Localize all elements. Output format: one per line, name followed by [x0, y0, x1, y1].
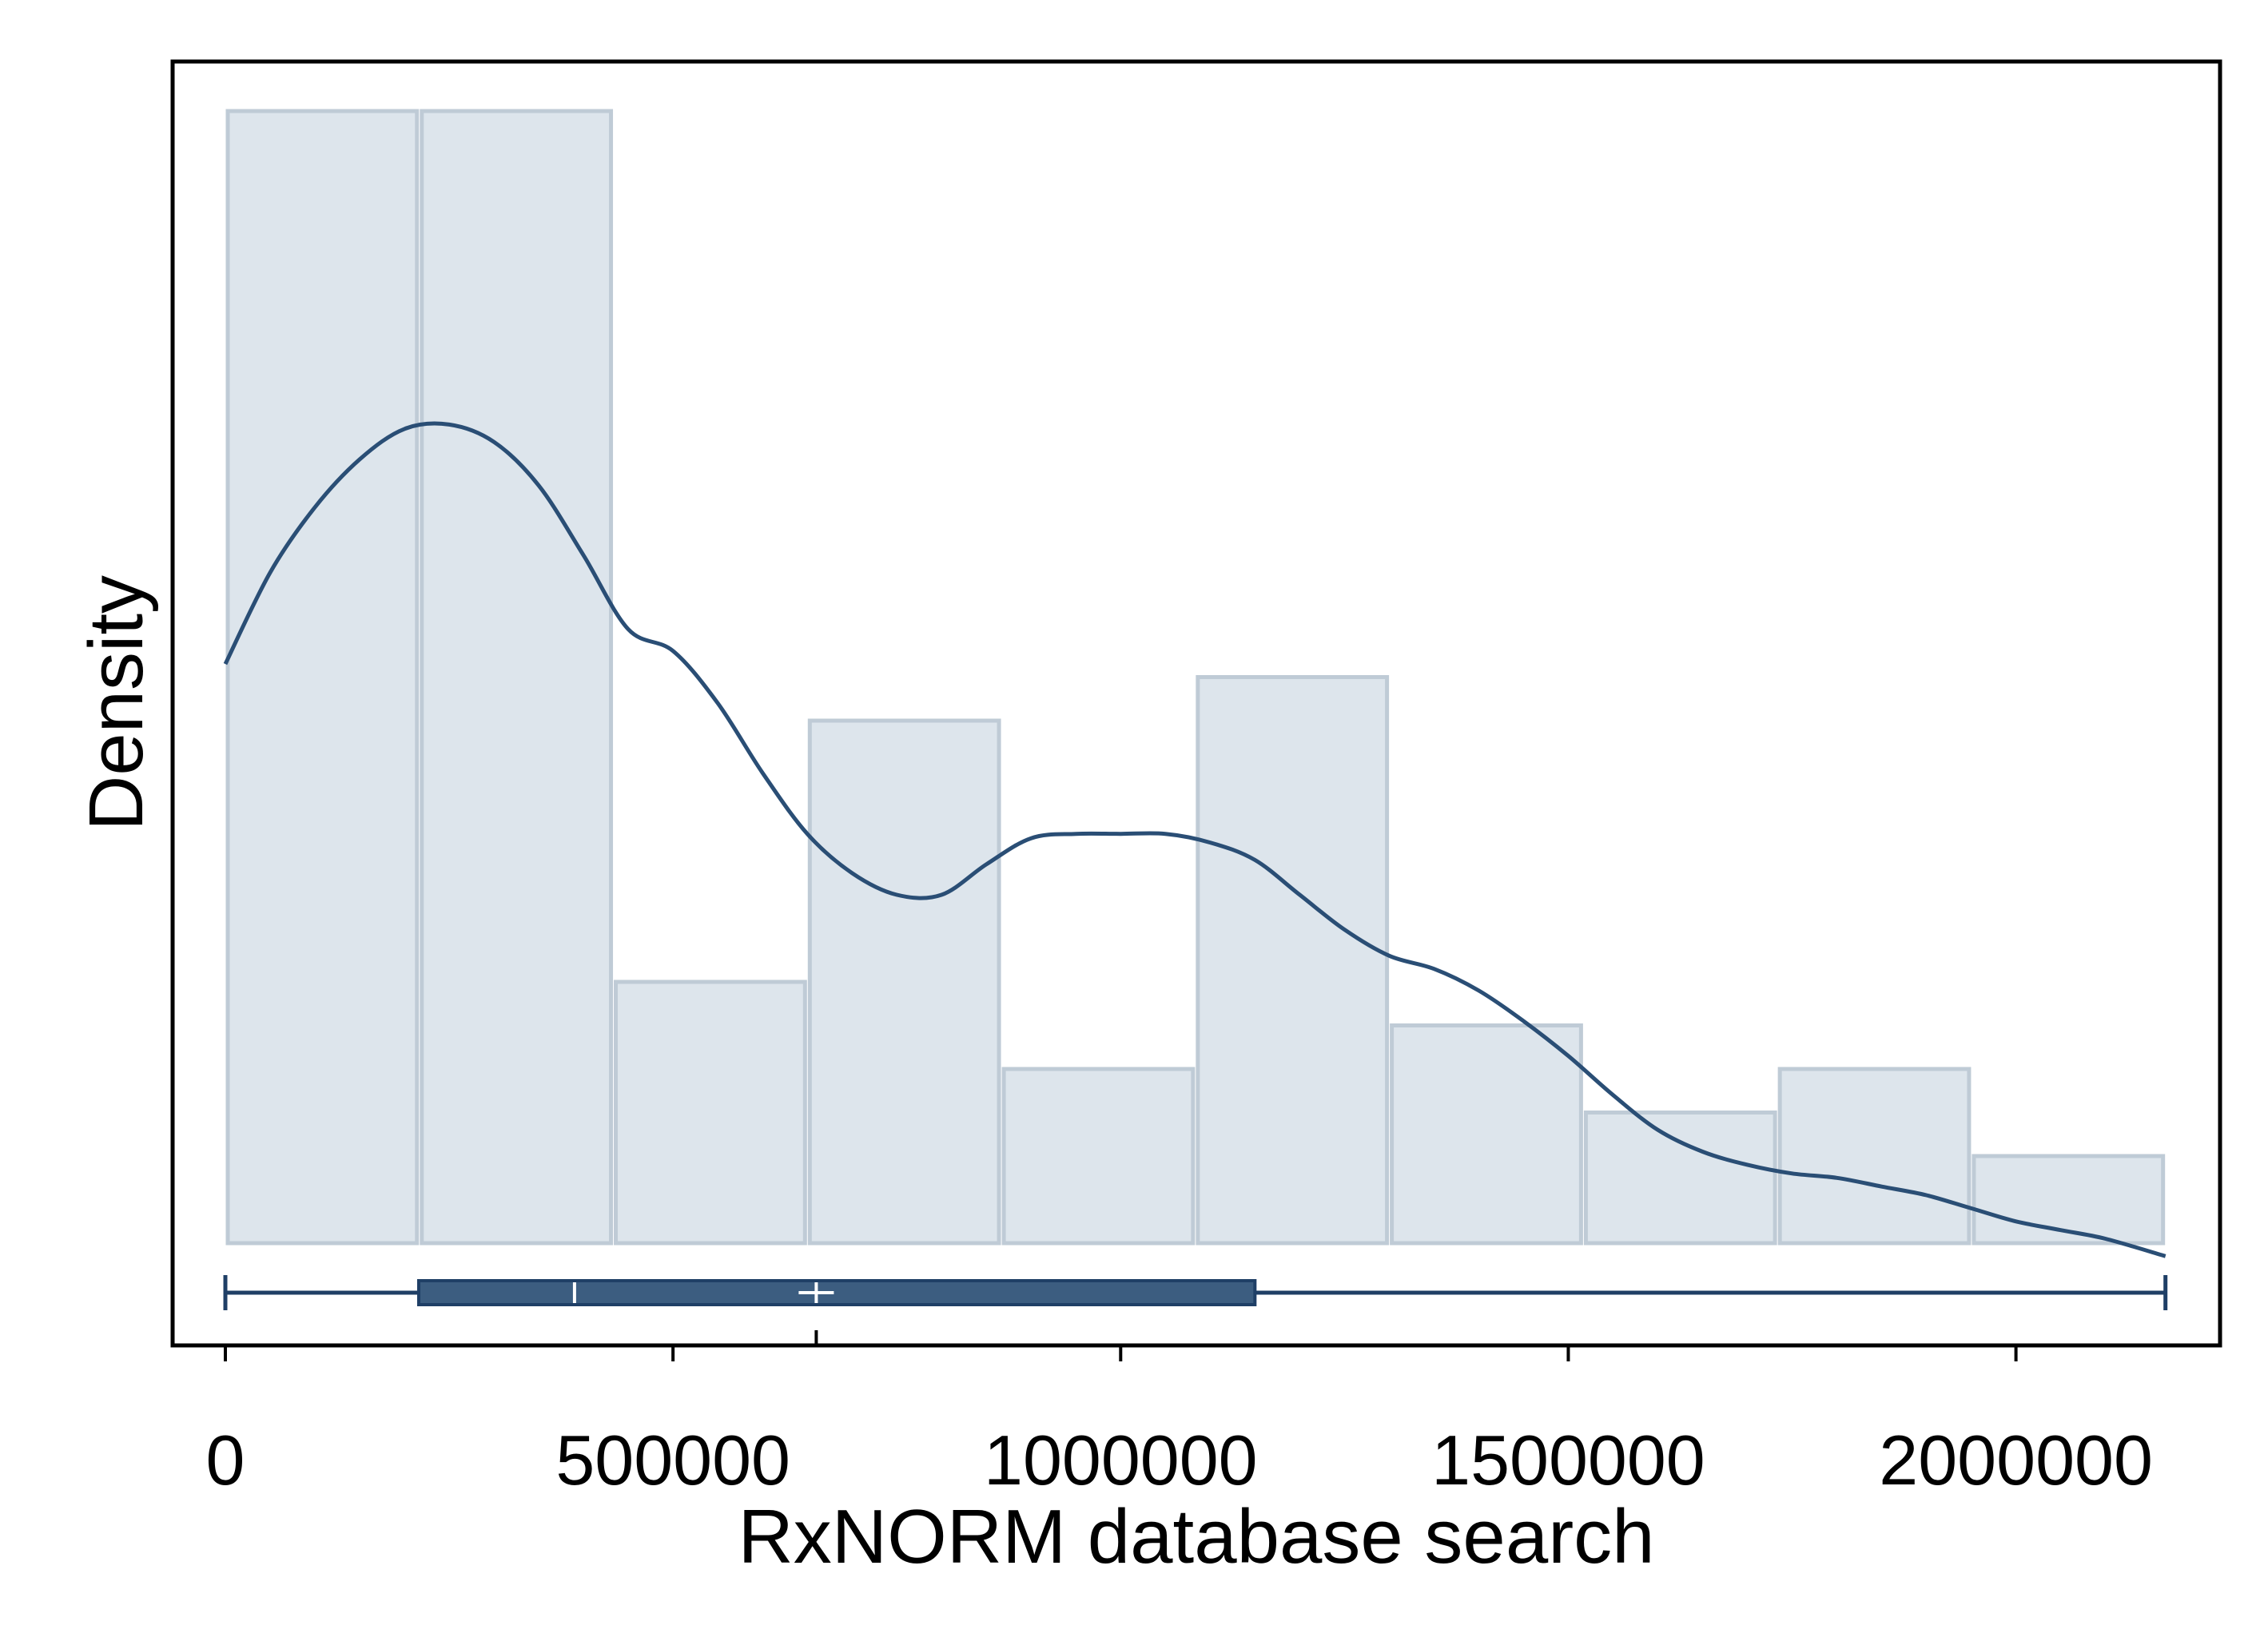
histogram-bar [1972, 1154, 2166, 1246]
x-tick-label: 1500000 [1431, 1421, 1705, 1500]
histogram-bar [1583, 1111, 1777, 1246]
histogram-bar [614, 979, 807, 1246]
histogram-bar [1001, 1067, 1196, 1246]
x-axis: 0 500000 1000000 1500000 2000000 [206, 1345, 2153, 1500]
x-tick-label: 500000 [555, 1421, 790, 1500]
x-tick-label: 1000000 [984, 1421, 1258, 1500]
y-axis-label: Density [74, 575, 159, 831]
histogram-bar [1390, 1023, 1583, 1246]
histogram-bar [1196, 675, 1390, 1246]
box-plot [223, 1275, 2168, 1345]
plot-frame [170, 59, 2222, 1348]
density-curve-layer [223, 421, 2167, 1258]
histogram-bar [1777, 1067, 1972, 1246]
x-tick-label: 2000000 [1879, 1421, 2153, 1500]
density-curve [223, 421, 2167, 1258]
x-tick-label: 0 [206, 1421, 245, 1500]
histogram-bar [225, 109, 420, 1246]
histogram-bar [807, 718, 1001, 1246]
histogram-bars [225, 109, 2166, 1246]
histogram-bar [420, 109, 614, 1246]
box-iqr [416, 1279, 1257, 1306]
x-axis-label: RxNORM database search [738, 1494, 1654, 1579]
